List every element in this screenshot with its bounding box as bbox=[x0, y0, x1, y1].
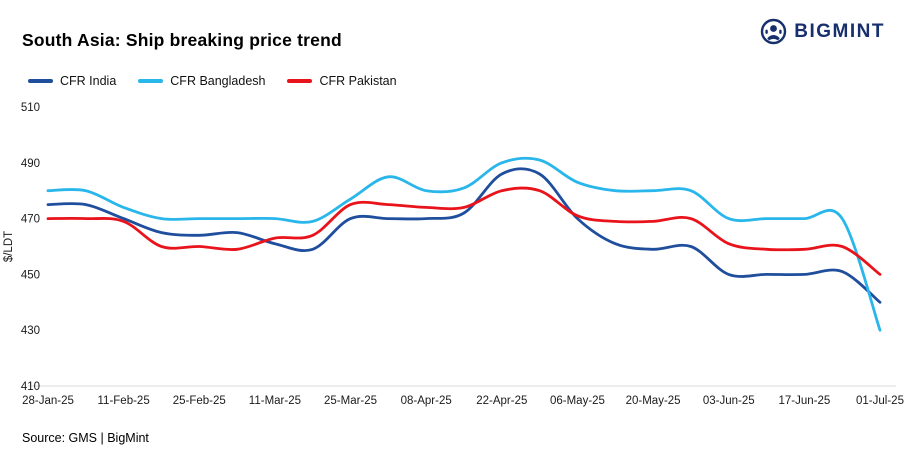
series-line-cfr-bangladesh bbox=[46, 156, 882, 332]
svg-text:11-Feb-25: 11-Feb-25 bbox=[98, 395, 150, 407]
svg-text:$/LDT: $/LDT bbox=[3, 231, 15, 262]
legend-label-india: CFR India bbox=[60, 74, 117, 88]
bigmint-logo-text: BIGMINT bbox=[794, 20, 885, 42]
chart-title: South Asia: Ship breaking price trend bbox=[22, 30, 342, 50]
chart-legend: CFR India CFR Bangladesh CFR Pakistan bbox=[28, 74, 397, 88]
legend-item-india: CFR India bbox=[28, 74, 116, 88]
legend-marker-bangladesh bbox=[138, 79, 164, 83]
svg-text:06-May-25: 06-May-25 bbox=[550, 395, 605, 407]
chart-area: 410 430 450 470 490 510 $/LDT 28-Jan-25 11-Feb-2… bbox=[0, 88, 907, 424]
svg-text:430: 430 bbox=[21, 325, 40, 337]
svg-text:410: 410 bbox=[21, 381, 40, 393]
legend-marker-pakistan bbox=[287, 79, 313, 83]
svg-text:08-Apr-25: 08-Apr-25 bbox=[401, 395, 452, 407]
svg-text:01-Jul-25: 01-Jul-25 bbox=[856, 395, 904, 407]
legend-marker-india bbox=[28, 79, 53, 83]
svg-text:25-Mar-25: 25-Mar-25 bbox=[324, 395, 377, 407]
svg-text:450: 450 bbox=[21, 269, 40, 281]
source-note: Source: GMS | BigMint bbox=[22, 431, 149, 445]
svg-text:22-Apr-25: 22-Apr-25 bbox=[476, 395, 527, 407]
series-line-cfr-india bbox=[46, 167, 882, 304]
legend-label-bangladesh: CFR Bangladesh bbox=[170, 74, 266, 88]
svg-text:470: 470 bbox=[21, 214, 40, 226]
svg-text:25-Feb-25: 25-Feb-25 bbox=[173, 395, 226, 407]
svg-text:28-Jan-25: 28-Jan-25 bbox=[22, 395, 74, 407]
bigmint-logo-icon bbox=[761, 18, 787, 45]
price-trend-chart: 410 430 450 470 490 510 $/LDT 28-Jan-25 11-Feb-2… bbox=[3, 102, 904, 407]
svg-text:03-Jun-25: 03-Jun-25 bbox=[703, 395, 755, 407]
series-line-cfr-pakistan bbox=[46, 186, 882, 276]
legend-item-bangladesh: CFR Bangladesh bbox=[138, 74, 265, 88]
legend-item-pakistan: CFR Pakistan bbox=[287, 74, 397, 88]
legend-label-pakistan: CFR Pakistan bbox=[319, 74, 397, 88]
svg-text:11-Mar-25: 11-Mar-25 bbox=[249, 395, 301, 407]
svg-text:20-May-25: 20-May-25 bbox=[626, 395, 681, 407]
bigmint-logo: BIGMINT bbox=[760, 18, 885, 45]
svg-text:490: 490 bbox=[21, 158, 40, 170]
svg-text:510: 510 bbox=[21, 102, 40, 114]
svg-text:17-Jun-25: 17-Jun-25 bbox=[778, 395, 830, 407]
